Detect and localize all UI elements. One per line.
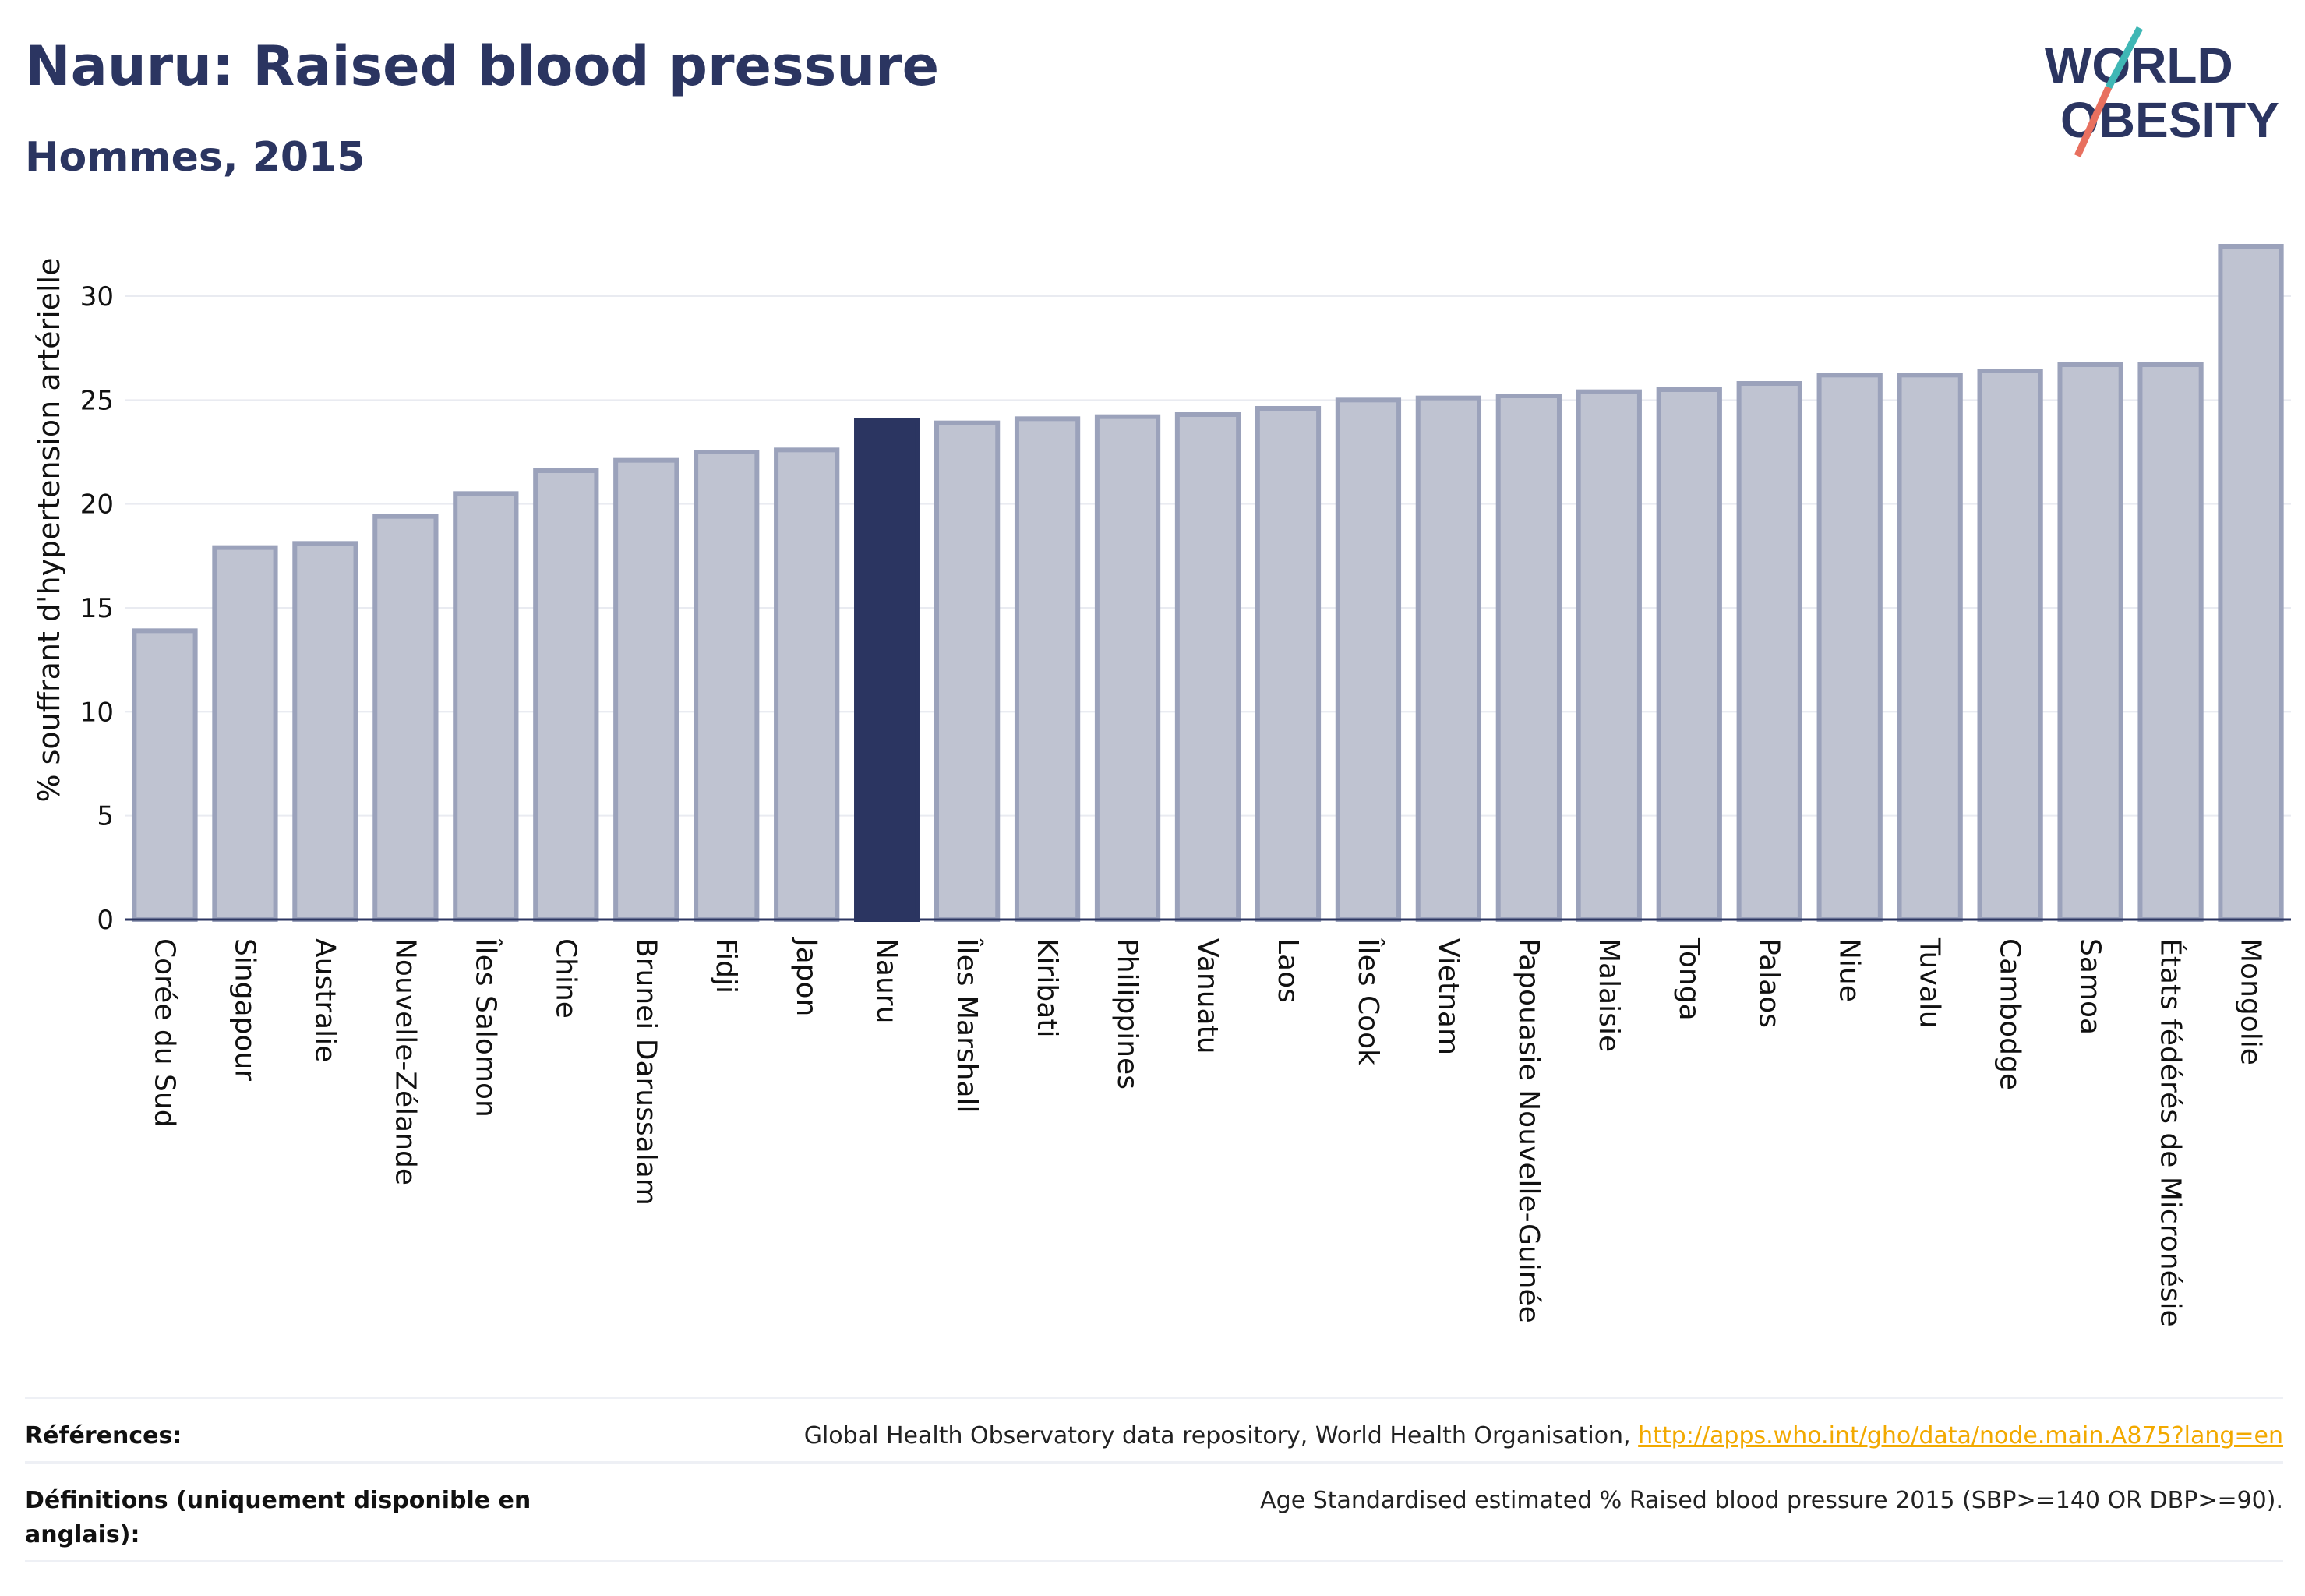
bar bbox=[1897, 373, 1963, 923]
logo-line1: WORLD bbox=[2045, 37, 2233, 94]
x-tick-label: Australie bbox=[309, 938, 341, 1062]
bar bbox=[1415, 395, 1482, 922]
x-tick-label: Mongolie bbox=[2235, 938, 2267, 1065]
x-tick-label: Fidji bbox=[710, 938, 742, 994]
x-tick-label: Îles Cook bbox=[1352, 937, 1385, 1065]
bar bbox=[1977, 369, 2043, 922]
references-value: Global Health Observatory data repositor… bbox=[804, 1419, 2283, 1453]
bar bbox=[1335, 397, 1402, 922]
bar bbox=[2057, 362, 2123, 922]
y-tick-label: 25 bbox=[80, 385, 114, 416]
x-tick-label: Îles Salomon bbox=[469, 937, 502, 1118]
page-subtitle: Hommes, 2015 bbox=[25, 134, 365, 181]
bar bbox=[1174, 412, 1241, 922]
references-text: Global Health Observatory data repositor… bbox=[803, 1422, 1639, 1449]
bar-highlight bbox=[854, 418, 920, 922]
definitions-row: Définitions (uniquement disponible en an… bbox=[25, 1461, 2283, 1562]
x-tick-label: Samoa bbox=[2074, 938, 2106, 1035]
x-tick-label: Tuvalu bbox=[1914, 937, 1946, 1029]
x-tick-label: Vietnam bbox=[1432, 938, 1464, 1055]
definitions-value: Age Standardised estimated % Raised bloo… bbox=[1260, 1487, 2283, 1514]
definitions-label: Définitions (uniquement disponible en an… bbox=[25, 1487, 531, 1548]
bar bbox=[132, 628, 198, 922]
x-tick-label: Laos bbox=[1272, 938, 1304, 1003]
bar bbox=[1576, 389, 1642, 922]
x-tick-label: Vanuatu bbox=[1191, 938, 1223, 1054]
x-tick-label: Nauru bbox=[870, 938, 902, 1023]
bar bbox=[1094, 414, 1161, 922]
bar bbox=[694, 450, 760, 922]
x-tick-label: États fédérés de Micronésie bbox=[2155, 938, 2187, 1327]
x-tick-label: Kiribati bbox=[1031, 938, 1063, 1037]
x-tick-label: Corée du Sud bbox=[148, 938, 180, 1128]
x-tick-label: Japon bbox=[790, 937, 822, 1016]
y-tick-label: 15 bbox=[80, 593, 114, 624]
bar bbox=[934, 420, 1001, 922]
bar bbox=[1816, 373, 1883, 923]
x-tick-label: Cambodge bbox=[1994, 938, 2026, 1090]
bar bbox=[212, 545, 278, 923]
bar bbox=[1014, 416, 1081, 922]
bar bbox=[2137, 362, 2204, 922]
x-tick-label: Tonga bbox=[1673, 937, 1705, 1021]
y-tick-label: 10 bbox=[80, 697, 114, 728]
bar-chart: 0 5 10 15 20 25 30 Corée du Sud Singapour Austra… bbox=[32, 244, 2291, 1327]
y-axis-ticks: 0 5 10 15 20 25 30 bbox=[80, 281, 114, 936]
bar bbox=[533, 468, 599, 922]
bar bbox=[292, 541, 358, 922]
x-tick-label: Singapour bbox=[228, 938, 260, 1081]
x-axis-labels: Corée du Sud Singapour Australie Nouvelle-Z… bbox=[148, 937, 2266, 1327]
bar bbox=[1255, 406, 1322, 922]
y-tick-label: 20 bbox=[80, 489, 114, 521]
references-link[interactable]: http://apps.who.int/gho/data/node.main.A… bbox=[1638, 1422, 2283, 1449]
references-panel: Références: Global Health Observatory da… bbox=[25, 1396, 2283, 1562]
bar bbox=[372, 514, 439, 922]
world-obesity-logo: WORLD OBESITY bbox=[2045, 26, 2279, 157]
y-tick-label: 5 bbox=[97, 801, 114, 832]
page-title: Nauru: Raised blood pressure bbox=[25, 34, 940, 98]
bar bbox=[453, 491, 519, 922]
bar bbox=[774, 447, 840, 922]
bar bbox=[1495, 394, 1562, 922]
y-tick-label: 30 bbox=[80, 281, 114, 312]
bar bbox=[613, 457, 679, 922]
bar bbox=[2218, 244, 2284, 922]
references-row: Références: Global Health Observatory da… bbox=[25, 1396, 2283, 1461]
y-tick-label: 0 bbox=[97, 905, 114, 936]
x-tick-label: Papouasie Nouvelle-Guinée bbox=[1513, 938, 1544, 1323]
x-tick-label: Niue bbox=[1834, 938, 1866, 1002]
x-tick-label: Malaisie bbox=[1593, 938, 1625, 1052]
bars bbox=[132, 244, 2284, 923]
x-tick-label: Nouvelle-Zélande bbox=[389, 938, 421, 1185]
bar bbox=[1656, 387, 1722, 922]
x-tick-label: Chine bbox=[549, 938, 581, 1019]
x-tick-label: Îles Marshall bbox=[951, 937, 983, 1114]
references-label: Références: bbox=[25, 1422, 182, 1449]
y-axis-label: % souffrant d'hypertension artérielle bbox=[32, 257, 66, 802]
x-tick-label: Palaos bbox=[1753, 938, 1785, 1028]
x-tick-label: Philippines bbox=[1111, 938, 1143, 1089]
bar bbox=[1736, 381, 1802, 922]
x-tick-label: Brunei Darussalam bbox=[630, 938, 662, 1206]
